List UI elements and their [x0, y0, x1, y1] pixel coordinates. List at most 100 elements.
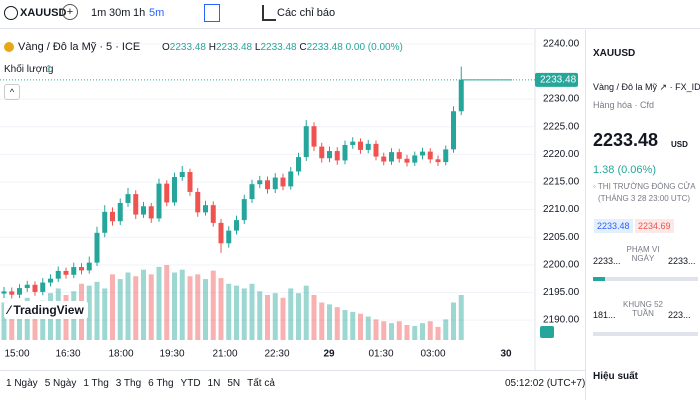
- sidebar: XAUUSD Vàng / Đô la Mỹ ↗ · FX_IDC Hàng h…: [585, 30, 700, 400]
- candle-body: [249, 184, 255, 200]
- candle-body: [125, 194, 131, 203]
- candle-body: [218, 222, 224, 244]
- volume-bar: [40, 300, 46, 340]
- interval[interactable]: 30m: [109, 7, 131, 19]
- candle-body: [94, 232, 100, 263]
- candle-body: [86, 262, 92, 271]
- volume-bar: [32, 304, 38, 340]
- price-tag-bg: [535, 72, 578, 87]
- range-button[interactable]: 1N: [207, 378, 221, 389]
- indicators-icon[interactable]: [262, 5, 276, 21]
- add-symbol[interactable]: +: [62, 4, 78, 20]
- volume-bar: [148, 274, 154, 340]
- y-tick-label: 2200.00: [543, 259, 580, 270]
- range-button[interactable]: 3 Thg: [115, 378, 142, 389]
- range-bar: [0, 370, 585, 401]
- o-label: O: [162, 42, 170, 53]
- volume-bar: [427, 321, 433, 340]
- y-tick-label: 2190.00: [543, 315, 580, 326]
- volume-bar: [389, 323, 394, 340]
- range-button[interactable]: 5N: [227, 378, 241, 389]
- range-button[interactable]: YTD: [180, 378, 201, 389]
- performance: Hiệu suất: [593, 371, 639, 382]
- interval[interactable]: 1m: [91, 7, 107, 19]
- day-label: PHẠM VI NGÀY: [626, 245, 660, 263]
- volume-bar: [412, 325, 418, 340]
- y-tick-label: 2205.00: [543, 232, 580, 243]
- volume-bar: [303, 285, 309, 340]
- candle-body: [17, 288, 22, 295]
- volume-bar: [117, 279, 123, 340]
- candle-body: [172, 177, 177, 203]
- candle-body: [195, 191, 201, 213]
- x-tick-label: 21:00: [212, 349, 237, 360]
- candle-body: [358, 141, 363, 150]
- candle-body: [257, 180, 263, 185]
- volume-bar: [334, 307, 340, 340]
- change: 0.00 (0.00%): [345, 42, 403, 53]
- volume-bar: [218, 278, 224, 340]
- volume-bar: [9, 307, 15, 340]
- volume-label: Khối lượng: [4, 64, 54, 75]
- h: 2233.48: [215, 42, 253, 53]
- candle-body: [187, 172, 193, 192]
- candle-body: [9, 291, 15, 295]
- symbol[interactable]: XAUUSD: [20, 7, 67, 19]
- candle-body: [420, 151, 425, 156]
- search-icon[interactable]: [4, 6, 18, 20]
- candle-body: [141, 206, 146, 215]
- volume-bar: [373, 319, 379, 340]
- status-text: THỊ TRƯỜNG ĐÓNG CỬA: [597, 182, 696, 191]
- volume-bar: [451, 302, 456, 340]
- chart-title: Vàng / Đô la Mỹ · 5 · ICE: [18, 41, 141, 53]
- c: 2233.48: [306, 42, 343, 53]
- indicators[interactable]: Các chỉ báo: [277, 7, 336, 19]
- collapse[interactable]: ^: [4, 84, 20, 100]
- range-button[interactable]: 1 Ngày: [6, 378, 38, 389]
- volume-bar: [404, 325, 410, 340]
- volume-bar: [141, 269, 146, 340]
- volume-bar: [226, 283, 232, 340]
- candle-body: [350, 141, 356, 145]
- volume-bar: [125, 272, 131, 340]
- candle-body: [234, 220, 239, 231]
- candle-body: [24, 284, 30, 289]
- range-button[interactable]: 1 Thg: [83, 378, 109, 389]
- interval[interactable]: 1h: [133, 7, 146, 19]
- x-tick-label: 15:00: [4, 349, 29, 360]
- volume-bar: [102, 288, 108, 340]
- range-button[interactable]: Tất cả: [247, 378, 275, 389]
- volume-value: 1: [46, 64, 52, 75]
- y-tick-label: 2230.00: [543, 94, 580, 105]
- x-tick-label: 01:30: [368, 349, 393, 360]
- name: Vàng / Đô la Mỹ: [593, 82, 658, 92]
- volume-bar: [249, 283, 255, 340]
- y-tick-label: 2240.00: [543, 38, 580, 49]
- candle-body: [265, 180, 270, 190]
- category: Hàng hóa · Cfd: [593, 100, 655, 110]
- volume-bar: [187, 276, 193, 340]
- bid: 2233.48: [594, 219, 633, 233]
- ohlc: O2233.48 H2233.48 L2233.48 C2233.48 0.00…: [162, 42, 403, 53]
- volume-bar: [164, 265, 170, 340]
- range-button[interactable]: 6 Thg: [148, 378, 174, 389]
- o: 2233.48: [169, 42, 206, 53]
- volume-bar: [133, 276, 139, 340]
- chart-type[interactable]: [204, 4, 220, 22]
- ranges: 1 Ngày 5 Ngày 1 Thg 3 Thg 6 Thg YTD 1N 5N Tất cả: [6, 378, 282, 389]
- candle-body: [280, 177, 286, 187]
- volume-bar: [234, 285, 239, 340]
- day-high: 2233...: [668, 256, 696, 266]
- wk-label: KHUNG 52 TUẦN: [622, 300, 663, 318]
- candle-body: [55, 270, 61, 279]
- candle-body: [241, 199, 247, 221]
- candle-body: [71, 267, 77, 275]
- clock: 05:12:02 (UTC+7): [505, 378, 586, 389]
- candle-body: [102, 211, 108, 233]
- candle-body: [365, 143, 371, 150]
- volume-bar: [443, 319, 449, 340]
- x-tick-label: 18:00: [108, 349, 133, 360]
- range-button[interactable]: 5 Ngày: [44, 378, 77, 389]
- candle-body: [164, 183, 170, 203]
- interval[interactable]: 5m: [149, 7, 165, 19]
